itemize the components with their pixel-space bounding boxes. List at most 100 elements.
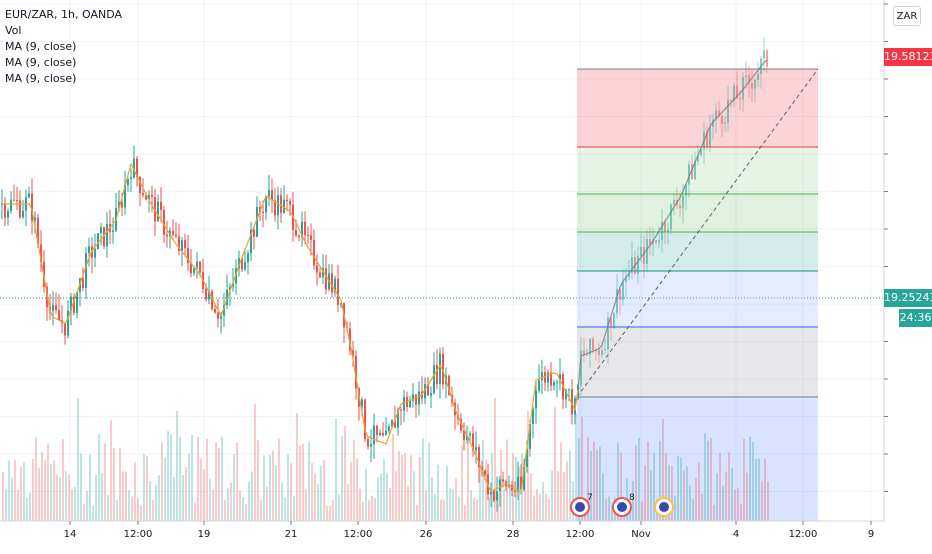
candle-body — [493, 491, 495, 501]
volume-bar — [542, 482, 544, 521]
candle-body — [154, 196, 156, 222]
volume-bar — [359, 488, 361, 521]
volume-bar — [350, 461, 352, 521]
volume-bar — [242, 497, 244, 521]
candle-body — [376, 425, 378, 435]
volume-bar — [92, 505, 94, 521]
volume-bar — [725, 471, 727, 521]
volume-bar — [149, 480, 151, 521]
volume-bar — [410, 455, 412, 521]
volume-bar — [548, 499, 550, 521]
volume-bar — [734, 489, 736, 521]
volume-bar — [422, 438, 424, 521]
volume-bar — [719, 453, 721, 521]
volume-bar — [740, 504, 742, 521]
candle-body — [13, 199, 15, 201]
volume-bar — [620, 452, 622, 521]
candle-body — [118, 202, 120, 209]
candle-body — [232, 283, 234, 287]
volume-bar — [452, 489, 454, 521]
volume-bar — [563, 472, 565, 521]
candle-body — [403, 397, 405, 411]
volume-bar — [53, 460, 55, 521]
volume-bar — [296, 413, 298, 521]
candle-body — [166, 234, 168, 237]
volume-bar — [569, 450, 571, 521]
volume-bar — [677, 456, 679, 521]
fib-zone-2 — [577, 194, 818, 232]
volume-bar — [557, 470, 559, 521]
volume-bar — [35, 437, 37, 521]
volume-bar — [395, 471, 397, 521]
candle-body — [721, 115, 723, 124]
candle-body — [331, 273, 333, 293]
candle-body — [277, 195, 279, 216]
x-tick-label: 4 — [732, 529, 740, 540]
ma-label-1[interactable]: MA (9, close) — [5, 40, 77, 53]
volume-bar — [284, 497, 286, 521]
volume-bar — [749, 436, 751, 521]
candle-body — [496, 491, 498, 501]
fib-zone-5 — [577, 327, 818, 397]
candle-body — [283, 199, 285, 213]
volume-bar — [464, 504, 466, 521]
volume-bar — [272, 450, 274, 521]
candle-body — [85, 252, 87, 288]
candle-body — [160, 201, 162, 211]
candle-body — [478, 447, 480, 467]
volume-bar — [407, 486, 409, 521]
volume-bar — [551, 470, 553, 521]
candle-body — [646, 238, 648, 264]
volume-bar — [32, 458, 34, 521]
volume-bar — [536, 489, 538, 521]
event-badge-count: 7 — [587, 493, 593, 503]
x-tick-label: 19 — [197, 529, 211, 540]
volume-bar — [146, 455, 148, 521]
volume-bar — [224, 500, 226, 521]
ma-label-2[interactable]: MA (9, close) — [5, 56, 77, 69]
candle-body — [631, 257, 633, 274]
volume-label[interactable]: Vol — [5, 24, 22, 37]
volume-bar — [380, 473, 382, 521]
event-badge-count: 8 — [629, 493, 635, 503]
candle-body — [88, 246, 90, 253]
event-flag-icon — [617, 502, 627, 512]
ma-label-3[interactable]: MA (9, close) — [5, 72, 77, 85]
volume-bar — [173, 476, 175, 521]
event-flag-icon — [659, 502, 669, 512]
candle-body — [514, 490, 516, 492]
volume-bar — [485, 459, 487, 521]
candle-body — [184, 240, 186, 249]
candle-body — [688, 164, 690, 185]
candle-body — [715, 110, 717, 120]
candle-body — [298, 235, 300, 237]
candle-body — [544, 372, 546, 383]
volume-bar — [764, 458, 766, 521]
candle-body — [238, 258, 240, 269]
volume-bar — [692, 499, 694, 521]
candle-body — [262, 211, 264, 213]
volume-bar — [287, 453, 289, 521]
volume-bar — [179, 436, 181, 521]
volume-bar — [5, 488, 7, 521]
volume-bar — [107, 495, 109, 521]
volume-bar — [575, 413, 577, 521]
volume-bar — [503, 488, 505, 521]
candle-body — [295, 229, 297, 236]
volume-bar — [458, 496, 460, 521]
candle-body — [433, 365, 435, 394]
volume-bar — [530, 473, 532, 521]
volume-bar — [533, 495, 535, 521]
candle-body — [439, 353, 441, 384]
volume-bar — [344, 426, 346, 521]
symbol-title[interactable]: EUR/ZAR, 1h, OANDA — [5, 8, 123, 21]
volume-bar — [266, 486, 268, 521]
candle-body — [538, 380, 540, 391]
candle-body — [4, 203, 6, 218]
candle-body — [700, 149, 702, 156]
candle-body — [10, 199, 12, 212]
currency-button[interactable]: ZAR — [893, 6, 921, 26]
volume-bar — [587, 437, 589, 521]
